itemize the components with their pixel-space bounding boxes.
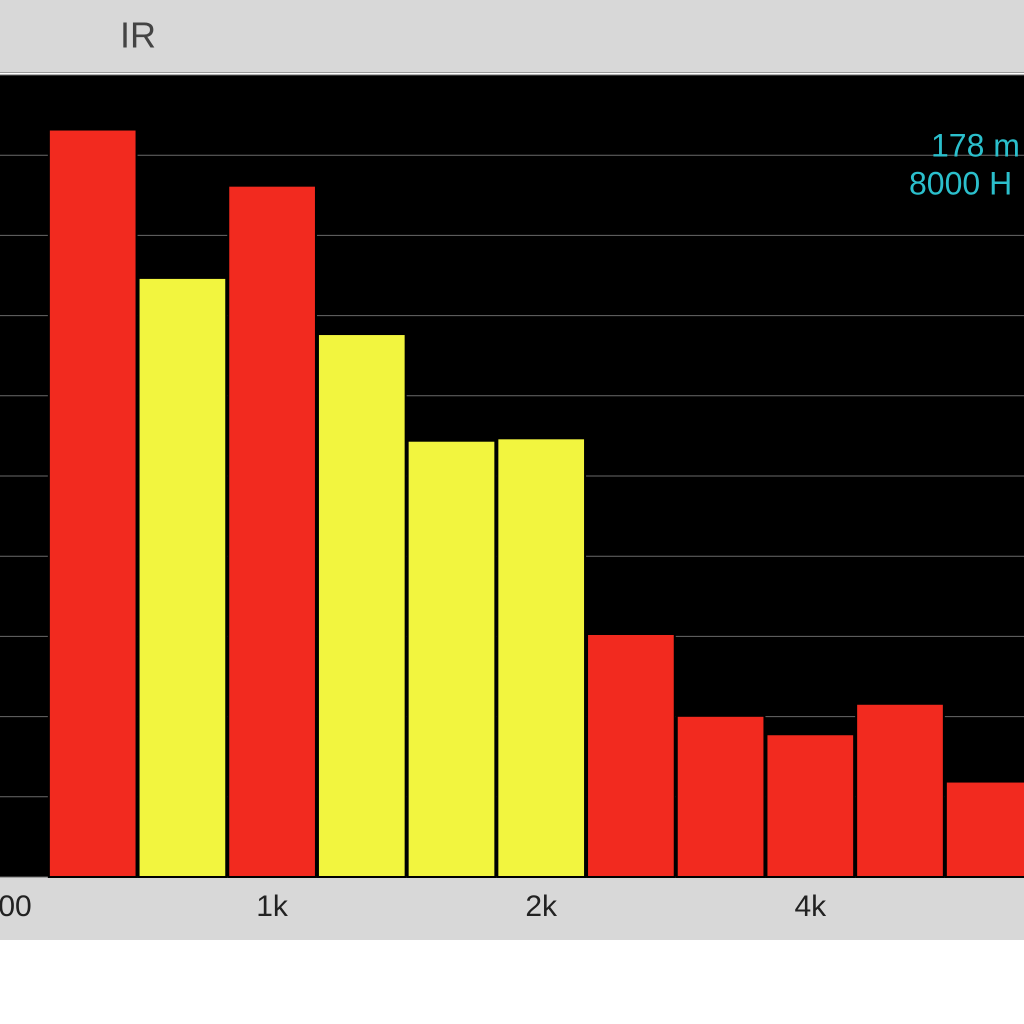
x-tick-label: 2k xyxy=(525,890,558,923)
bar xyxy=(47,128,138,878)
annotation: 8000 H xyxy=(909,165,1012,201)
annotation: 178 m xyxy=(931,127,1020,163)
header-bar xyxy=(0,0,1024,72)
bar xyxy=(227,184,317,878)
x-tick-label: 1k xyxy=(256,890,289,923)
window-title: IR xyxy=(120,15,156,56)
bar xyxy=(765,733,856,879)
bar xyxy=(137,276,228,878)
bar xyxy=(855,702,945,878)
bar xyxy=(586,632,676,879)
x-tick-label: 00 xyxy=(0,890,32,923)
bar xyxy=(496,437,587,878)
bar xyxy=(316,333,407,878)
x-tick-label: 4k xyxy=(794,890,827,923)
bar xyxy=(675,714,766,878)
bar xyxy=(944,780,1024,879)
bar xyxy=(406,439,497,878)
x-axis-bar xyxy=(0,877,1024,940)
